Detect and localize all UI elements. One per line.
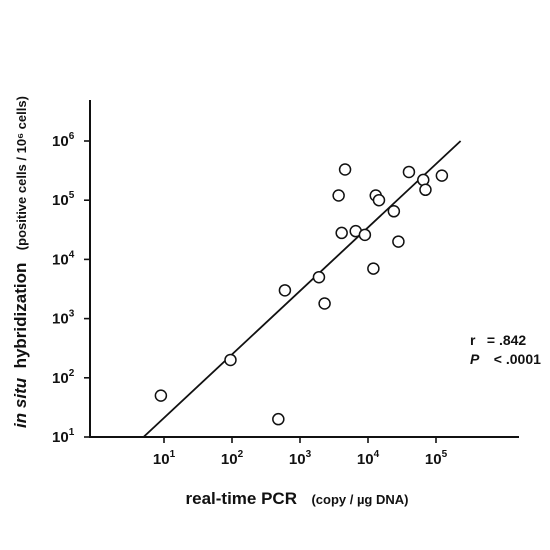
data-point xyxy=(419,183,432,197)
y-tick-label: 103 xyxy=(52,309,75,328)
x-tick-label: 105 xyxy=(425,449,448,468)
data-point xyxy=(318,297,331,310)
y-tick-label: 101 xyxy=(52,427,75,446)
data-point xyxy=(332,189,345,202)
x-tick-exponent: 5 xyxy=(442,449,448,460)
data-point xyxy=(392,235,405,248)
y-tick-exponent: 3 xyxy=(69,309,75,320)
data-point xyxy=(338,163,352,176)
y-tick-label: 102 xyxy=(52,368,75,387)
data-point xyxy=(272,412,285,426)
y-tick-base: 10 xyxy=(52,429,69,446)
data-point xyxy=(224,353,237,367)
data-point xyxy=(402,165,416,179)
y-tick-base: 10 xyxy=(52,133,69,150)
x-tick-base: 10 xyxy=(425,451,442,468)
x-tick-exponent: 1 xyxy=(170,449,176,460)
correlation-annotation: r = .842 xyxy=(470,332,526,349)
x-axis-label-unit: (copy / µg DNA) xyxy=(311,492,408,507)
data-point xyxy=(312,270,326,284)
y-tick-exponent: 4 xyxy=(69,249,75,260)
x-tick-label: 103 xyxy=(289,449,312,468)
data-point xyxy=(387,205,401,218)
y-tick-label: 105 xyxy=(52,190,75,209)
data-point xyxy=(358,228,372,242)
y-tick-base: 10 xyxy=(52,311,69,328)
y-tick-base: 10 xyxy=(52,251,69,268)
y-axis-label: in situ hybridization (positive cells / … xyxy=(11,96,30,428)
r-value: = .842 xyxy=(487,332,527,348)
chart-axes xyxy=(89,100,519,438)
y-axis-label-unit: (positive cells / 10⁶ cells) xyxy=(14,96,29,250)
y-tick-exponent: 2 xyxy=(69,368,75,379)
regression-line xyxy=(142,140,462,438)
y-tick-exponent: 5 xyxy=(69,190,75,201)
x-tick-base: 10 xyxy=(153,451,170,468)
x-tick-label: 101 xyxy=(153,449,176,468)
p-value: < .0001 xyxy=(494,351,541,367)
x-tick-exponent: 4 xyxy=(374,449,380,460)
x-axis-label-main: real-time PCR xyxy=(186,489,297,508)
p-value-annotation: P < .0001 xyxy=(470,351,541,368)
data-point xyxy=(367,262,380,275)
y-tick-exponent: 1 xyxy=(69,427,75,438)
y-axis-label-main: hybridization xyxy=(11,263,30,369)
x-tick-label: 104 xyxy=(357,449,380,468)
y-tick-exponent: 6 xyxy=(69,131,75,142)
data-point xyxy=(154,389,168,402)
x-axis-label: real-time PCR (copy / µg DNA) xyxy=(186,489,409,508)
x-tick-exponent: 3 xyxy=(306,449,312,460)
data-point xyxy=(278,284,292,297)
x-tick-base: 10 xyxy=(357,451,374,468)
y-axis-label-italic: in situ xyxy=(11,377,30,428)
x-tick-exponent: 2 xyxy=(238,449,244,460)
y-tick-label: 106 xyxy=(52,131,75,150)
x-tick-label: 102 xyxy=(221,449,244,468)
data-point xyxy=(435,169,449,182)
data-points xyxy=(154,163,449,426)
y-tick-base: 10 xyxy=(52,192,69,209)
p-label: P xyxy=(470,351,480,367)
y-tick-base: 10 xyxy=(52,370,69,387)
y-tick-label: 104 xyxy=(52,249,75,268)
data-point xyxy=(335,226,348,240)
x-tick-base: 10 xyxy=(289,451,306,468)
x-axis-ticks: 101 102 103 104 105 xyxy=(153,437,448,468)
data-point xyxy=(372,193,386,207)
x-tick-base: 10 xyxy=(221,451,238,468)
r-label: r xyxy=(470,332,476,348)
